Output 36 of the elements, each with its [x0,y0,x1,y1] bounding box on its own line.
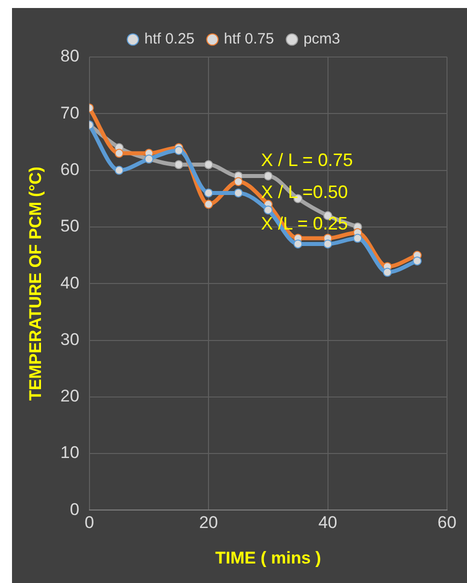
point [412,256,422,266]
y-tick-label: 10 [60,443,80,462]
y-tick-label: 50 [60,216,80,236]
point [114,166,124,175]
x-tick-label: 20 [199,513,218,532]
point [382,268,392,277]
legend-label: htf 0.75 [224,30,274,48]
point [174,160,184,170]
point [114,148,124,158]
x-tick-label: 60 [438,513,456,532]
point [353,234,362,243]
y-tick-label: 20 [60,386,80,406]
y-tick-label: 70 [60,103,80,122]
annotation: X / L = 0.75 [261,150,353,170]
x-tick-label: 40 [318,513,338,532]
point [323,239,332,248]
point [293,239,302,248]
y-tick-label: 0 [70,500,80,519]
point [204,160,214,170]
y-tick-label: 40 [60,273,80,292]
annotation: X / L =0.50 [261,182,348,202]
point [264,205,273,214]
legend-label: pcm3 [303,30,340,48]
legend-label: htf 0.25 [144,30,194,48]
y-tick-label: 80 [60,46,80,66]
y-tick-label: 30 [60,330,80,349]
y-tick-label: 60 [60,160,80,179]
y-axis-title: TEMPERATURE OF PCM (°C) [26,166,45,401]
point [174,146,184,155]
x-axis-title: TIME ( mins ) [215,548,322,568]
point [204,200,214,209]
point [264,171,273,180]
x-tick-label: 0 [84,513,94,532]
point [234,188,243,198]
point [204,188,214,198]
point [234,177,243,186]
